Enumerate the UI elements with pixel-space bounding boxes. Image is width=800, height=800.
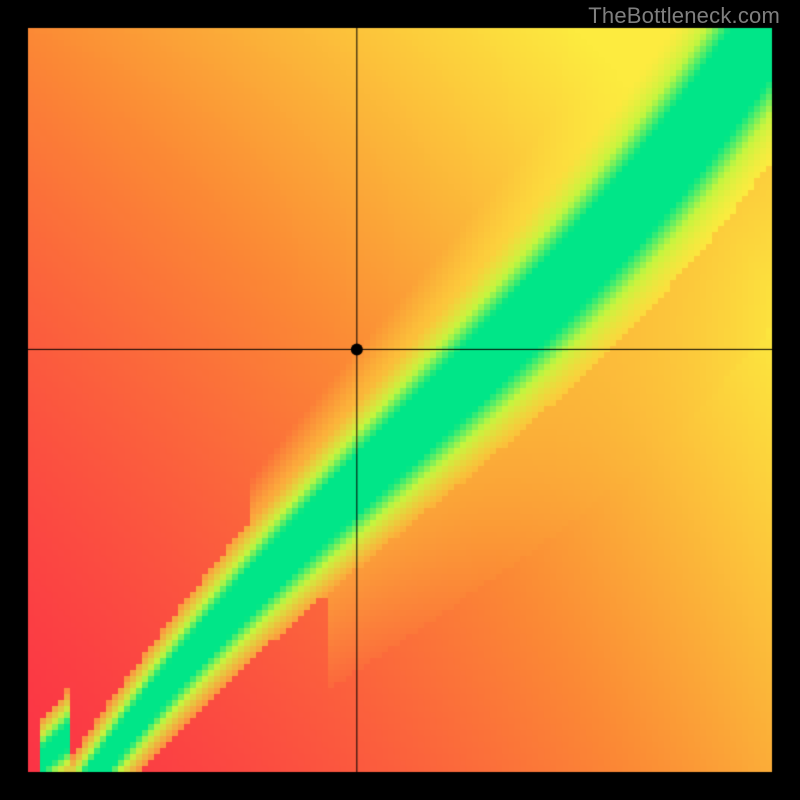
watermark-label: TheBottleneck.com bbox=[588, 3, 780, 29]
chart-container: TheBottleneck.com bbox=[0, 0, 800, 800]
bottleneck-heatmap bbox=[0, 0, 800, 800]
